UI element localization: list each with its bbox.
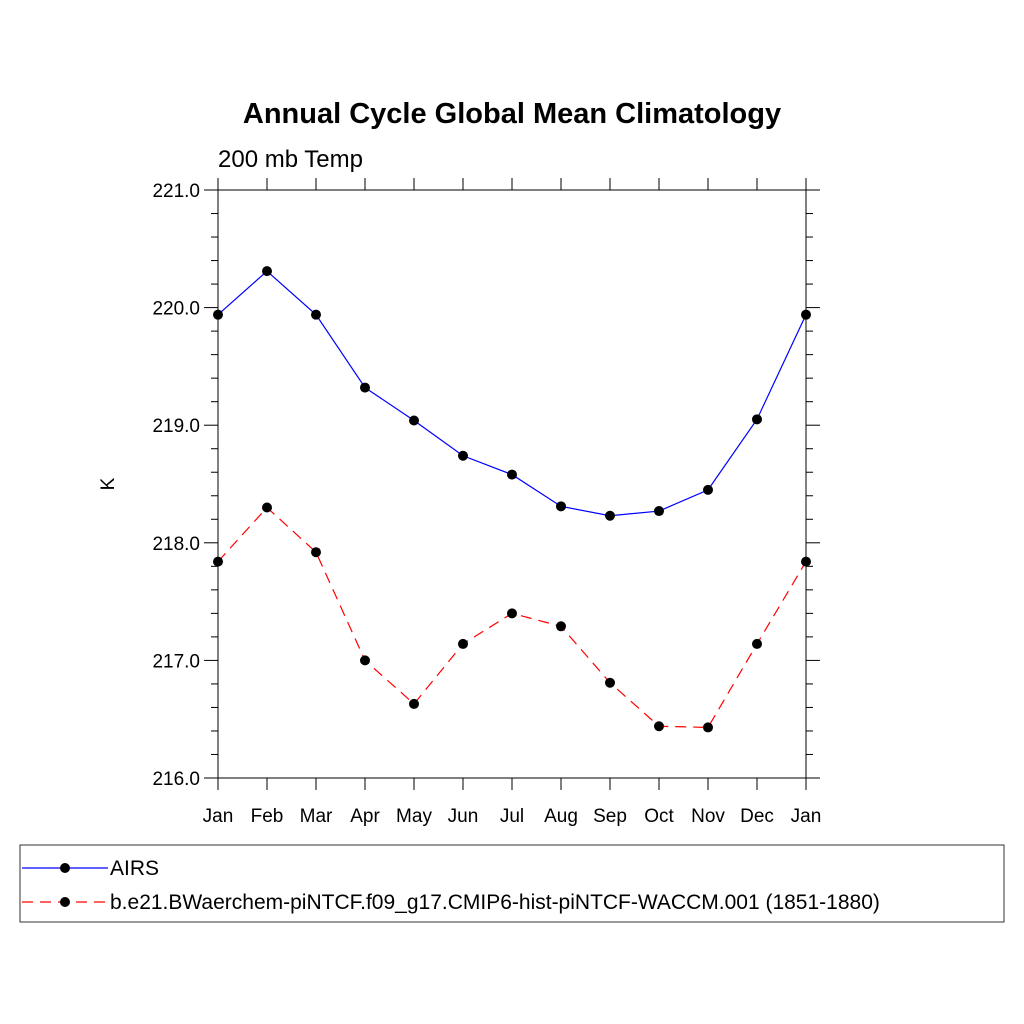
chart-title: Annual Cycle Global Mean Climatology — [243, 98, 781, 130]
y-tick-label: 216.0 — [152, 769, 200, 790]
series-1-point — [556, 501, 566, 512]
series-2-point — [262, 502, 272, 513]
y-tick-label: 220.0 — [152, 299, 200, 320]
y-tick-labels: 216.0 217.0 218.0 219.0 220.0 221.0 — [152, 181, 200, 790]
y-tick-label: 219.0 — [152, 416, 200, 437]
series-1-point — [752, 414, 762, 425]
series-2-point — [703, 722, 713, 733]
series-1-point — [458, 450, 468, 461]
y-tick-label: 221.0 — [152, 181, 200, 202]
legend-label-2: b.e21.BWaerchem-piNTCF.f09_g17.CMIP6-his… — [110, 891, 880, 914]
series-2-point — [409, 698, 419, 709]
series-1-point — [409, 415, 419, 426]
x-tick-label: Aug — [544, 806, 578, 827]
series-points — [213, 266, 811, 733]
x-tick-label: Nov — [691, 806, 725, 827]
y-tick-label: 217.0 — [152, 651, 200, 672]
chart-subtitle: 200 mb Temp — [218, 146, 363, 173]
series-2-point — [311, 547, 321, 558]
legend: AIRS b.e21.BWaerchem-piNTCF.f09_g17.CMIP6… — [19, 844, 1005, 923]
series-2-point — [507, 608, 517, 619]
y-tick-label: 218.0 — [152, 534, 200, 555]
y-axis-label: K — [98, 477, 119, 490]
x-tick-label: Mar — [300, 806, 333, 827]
series-2-point — [360, 655, 370, 666]
x-tick-label: Jan — [203, 806, 234, 827]
plot-frame — [217, 189, 807, 779]
series-lines — [217, 270, 807, 729]
series-2-point — [556, 621, 566, 632]
series-1-point — [311, 309, 321, 320]
legend-items: AIRS b.e21.BWaerchem-piNTCF.f09_g17.CMIP6… — [22, 857, 880, 914]
axis-ticks — [204, 178, 820, 790]
x-tick-label: May — [396, 806, 432, 827]
series-2-point — [458, 638, 468, 649]
legend-marker-1 — [60, 863, 70, 873]
series-1-point — [605, 510, 615, 521]
series-2-point — [654, 721, 664, 732]
legend-box — [19, 844, 1005, 923]
legend-label-1: AIRS — [110, 857, 159, 880]
x-tick-label: Dec — [740, 806, 774, 827]
x-tick-label: Feb — [251, 806, 284, 827]
x-tick-label: Sep — [593, 806, 627, 827]
legend-marker-2 — [60, 897, 70, 907]
series-2-point — [605, 677, 615, 688]
x-tick-label: Jul — [500, 806, 524, 827]
x-tick-label: Jun — [448, 806, 479, 827]
series-1-point — [507, 469, 517, 480]
x-tick-label: Oct — [644, 806, 674, 827]
x-tick-label: Apr — [350, 806, 380, 827]
series-1-point — [703, 484, 713, 495]
series-2-point — [752, 638, 762, 649]
series-1-point — [654, 506, 664, 517]
x-tick-label: Jan — [791, 806, 822, 827]
series-1-point — [262, 266, 272, 277]
series-1-point — [360, 382, 370, 393]
x-tick-labels: Jan Feb Mar Apr May Jun Jul Aug Sep Oct Nov Dec Jan — [203, 806, 822, 827]
